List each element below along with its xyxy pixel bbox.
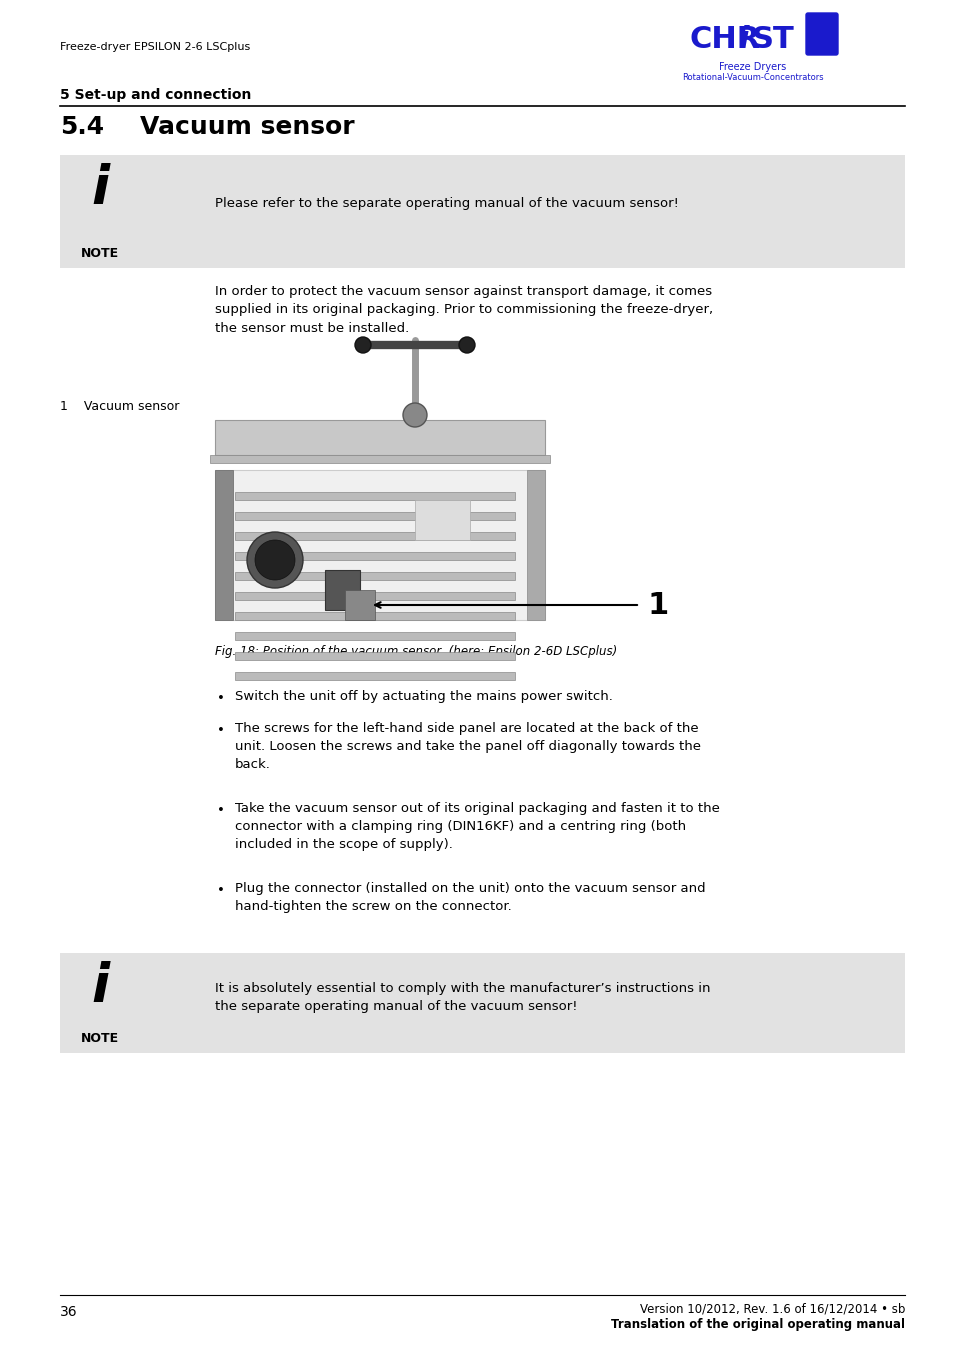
Text: i: i xyxy=(91,163,109,215)
Circle shape xyxy=(458,338,475,352)
Text: Please refer to the separate operating manual of the vacuum sensor!: Please refer to the separate operating m… xyxy=(214,197,679,209)
Bar xyxy=(60,155,904,269)
Bar xyxy=(234,512,515,520)
Text: NOTE: NOTE xyxy=(81,1033,119,1045)
Text: Take the vacuum sensor out of its original packaging and fasten it to the
connec: Take the vacuum sensor out of its origin… xyxy=(234,802,720,850)
Text: Switch the unit off by actuating the mains power switch.: Switch the unit off by actuating the mai… xyxy=(234,690,612,703)
Circle shape xyxy=(254,540,294,580)
Bar xyxy=(234,532,515,540)
Circle shape xyxy=(355,338,371,352)
Bar xyxy=(210,455,550,463)
Circle shape xyxy=(402,404,427,427)
Bar xyxy=(214,470,233,620)
Text: 1: 1 xyxy=(647,590,669,620)
Bar xyxy=(234,672,515,680)
Text: It is absolutely essential to comply with the manufacturer’s instructions in
the: It is absolutely essential to comply wit… xyxy=(214,981,710,1012)
Text: •: • xyxy=(216,884,225,898)
Text: 5.4: 5.4 xyxy=(60,115,104,139)
Text: 1    Vacuum sensor: 1 Vacuum sensor xyxy=(60,400,179,413)
Text: The screws for the left-hand side panel are located at the back of the
unit. Loo: The screws for the left-hand side panel … xyxy=(234,722,700,771)
Bar xyxy=(415,500,470,540)
Text: ST: ST xyxy=(751,26,794,54)
Bar xyxy=(214,470,544,620)
Text: Plug the connector (installed on the unit) onto the vacuum sensor and
hand-tight: Plug the connector (installed on the uni… xyxy=(234,882,705,913)
Text: 36: 36 xyxy=(60,1305,77,1319)
Bar xyxy=(234,552,515,560)
Text: Version 10/2012, Rev. 1.6 of 16/12/2014 • sb: Version 10/2012, Rev. 1.6 of 16/12/2014 … xyxy=(639,1303,904,1316)
Text: Freeze-dryer EPSILON 2-6 LSCplus: Freeze-dryer EPSILON 2-6 LSCplus xyxy=(60,42,250,53)
Text: 5 Set-up and connection: 5 Set-up and connection xyxy=(60,88,251,103)
Text: NOTE: NOTE xyxy=(81,247,119,261)
Bar xyxy=(60,953,904,1053)
Bar xyxy=(234,572,515,580)
Text: Translation of the original operating manual: Translation of the original operating ma… xyxy=(610,1318,904,1331)
Bar xyxy=(345,590,375,620)
Text: Vacuum sensor: Vacuum sensor xyxy=(140,115,355,139)
Bar xyxy=(234,652,515,660)
FancyBboxPatch shape xyxy=(805,14,837,55)
Bar xyxy=(526,470,544,620)
Bar xyxy=(214,420,544,455)
Text: Freeze Dryers: Freeze Dryers xyxy=(719,62,786,72)
Text: CHR: CHR xyxy=(689,26,760,54)
Bar xyxy=(234,593,515,599)
Bar xyxy=(325,570,359,610)
Text: •: • xyxy=(216,805,225,817)
Text: i: i xyxy=(738,26,748,54)
Text: i: i xyxy=(91,961,109,1014)
Text: ®: ® xyxy=(821,28,829,36)
Text: •: • xyxy=(216,693,225,705)
Bar xyxy=(234,632,515,640)
Bar xyxy=(234,612,515,620)
Circle shape xyxy=(247,532,303,589)
Text: In order to protect the vacuum sensor against transport damage, it comes
supplie: In order to protect the vacuum sensor ag… xyxy=(214,285,713,335)
Text: Rotational-Vacuum-Concentrators: Rotational-Vacuum-Concentrators xyxy=(681,73,823,82)
Text: Fig. 18: Position of the vacuum sensor  (here: Epsilon 2-6D LSCplus): Fig. 18: Position of the vacuum sensor (… xyxy=(214,645,617,657)
Bar xyxy=(234,491,515,500)
Text: •: • xyxy=(216,724,225,737)
